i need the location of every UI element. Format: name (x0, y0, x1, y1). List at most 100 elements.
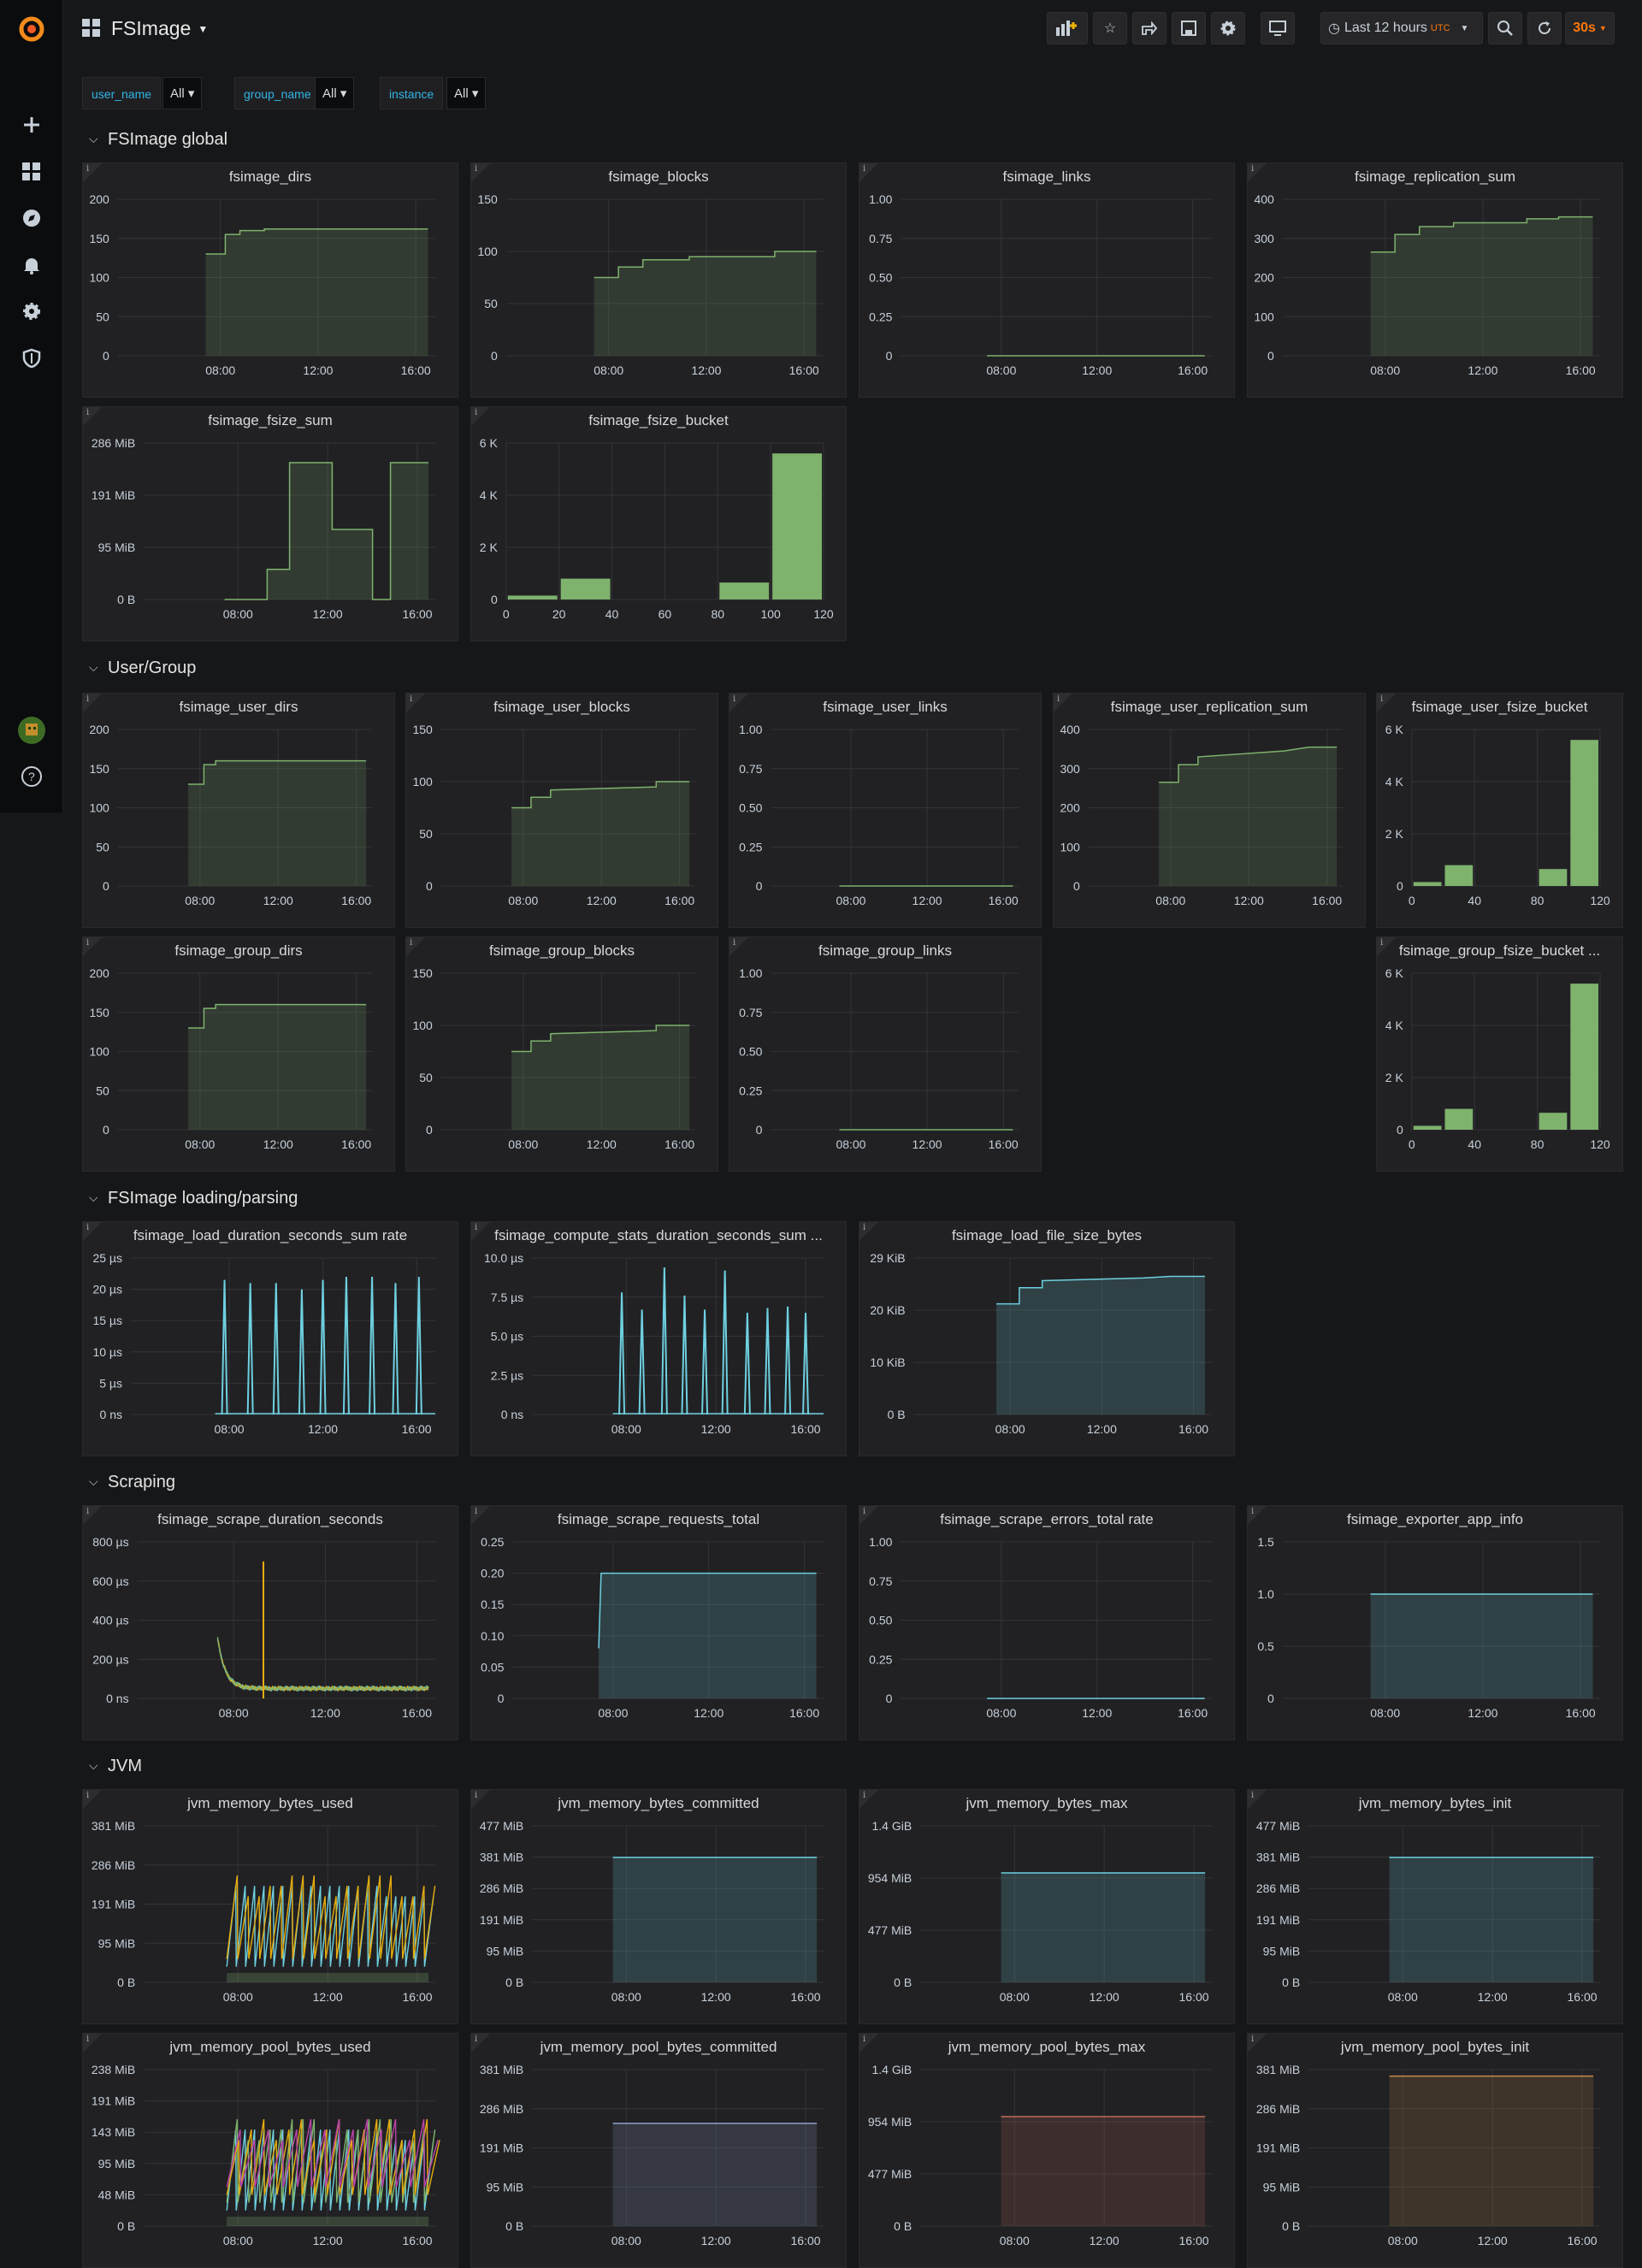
panel-title[interactable]: fsimage_user_fsize_bucket (1411, 699, 1588, 715)
panel-jvm-memory-pool-bytes-committed[interactable]: i jvm_memory_pool_bytes_committed 0 B 95 Mi… (470, 2033, 847, 2268)
info-icon[interactable]: i (86, 1507, 90, 1516)
panel-title[interactable]: fsimage_user_dirs (179, 699, 298, 715)
gear-icon[interactable] (16, 296, 47, 327)
panel-fsimage-scrape-errors-totalrate[interactable]: i fsimage_scrape_errors_total rate 0 0.25 0.… (859, 1505, 1235, 1740)
panel-title[interactable]: jvm_memory_bytes_max (966, 1795, 1128, 1811)
panel-title[interactable]: fsimage_user_replication_sum (1110, 699, 1308, 715)
variable-select-user_name[interactable]: All ▾ (162, 77, 203, 109)
info-icon[interactable]: i (86, 694, 90, 704)
info-icon[interactable]: i (1380, 938, 1384, 948)
info-icon[interactable]: i (86, 1791, 90, 1800)
panel-fsimage-group-links[interactable]: i fsimage_group_links 0 0.25 0.50 0.75 1.00 08:… (729, 936, 1042, 1172)
info-icon[interactable]: i (1251, 1791, 1255, 1800)
panel-info-corner[interactable] (471, 1222, 490, 1241)
panel-fsimage-user-dirs[interactable]: i fsimage_user_dirs 0 50 100 150 200 08:00 12:00… (82, 693, 395, 928)
row-title[interactable]: FSImage loading/parsing (108, 1189, 298, 1208)
info-icon[interactable]: i (475, 1507, 478, 1516)
info-icon[interactable]: i (86, 164, 90, 174)
panel-title[interactable]: fsimage_scrape_duration_seconds (157, 1511, 383, 1527)
panel-info-corner[interactable] (729, 694, 748, 712)
panel-title[interactable]: fsimage_user_blocks (493, 699, 630, 715)
panel-info-corner[interactable] (83, 2034, 102, 2052)
bell-icon[interactable] (16, 250, 47, 281)
panel-title[interactable]: jvm_memory_pool_bytes_init (1340, 2039, 1530, 2055)
panel-info-corner[interactable] (1248, 1506, 1267, 1525)
panel-info-corner[interactable] (83, 1790, 102, 1809)
panel-fsimage-load-file-size-bytes[interactable]: i fsimage_load_file_size_bytes 0 B 10 KiB 20… (859, 1221, 1235, 1456)
panel-fsimage-user-replication-sum[interactable]: i fsimage_user_replication_sum 0 100 200 300 4… (1053, 693, 1366, 928)
panel-title[interactable]: fsimage_blocks (608, 168, 709, 185)
panel-title[interactable]: fsimage_load_duration_seconds_sum rate (133, 1227, 408, 1243)
panel-info-corner[interactable] (471, 1790, 490, 1809)
panel-info-corner[interactable] (1248, 2034, 1267, 2052)
panel-title[interactable]: fsimage_fsize_sum (208, 412, 333, 428)
info-icon[interactable]: i (410, 938, 413, 948)
info-icon[interactable]: i (863, 2035, 866, 2044)
panel-fsimage-group-fsize-bucket[interactable]: i fsimage_group_fsize_bucket ... 0 2 K 4 K 6 … (1376, 936, 1623, 1172)
info-icon[interactable]: i (863, 1791, 866, 1800)
info-icon[interactable]: i (86, 408, 90, 417)
info-icon[interactable]: i (475, 2035, 478, 2044)
info-icon[interactable]: i (733, 938, 736, 948)
panel-fsimage-user-fsize-bucket[interactable]: i fsimage_user_fsize_bucket 0 2 K 4 K 6 K 0 40 8… (1376, 693, 1623, 928)
row-title[interactable]: JVM (108, 1757, 142, 1775)
info-icon[interactable]: i (733, 694, 736, 704)
tv-mode-icon[interactable] (1261, 12, 1295, 44)
panel-title[interactable]: jvm_memory_bytes_used (187, 1795, 353, 1811)
panel-info-corner[interactable] (471, 2034, 490, 2052)
panel-info-corner[interactable] (859, 1790, 878, 1809)
row-collapse-chevron-icon[interactable]: ⌵ (89, 132, 98, 145)
panel-title[interactable]: jvm_memory_pool_bytes_max (948, 2039, 1146, 2055)
shield-icon[interactable] (16, 343, 47, 374)
grafana-logo-icon[interactable] (16, 14, 47, 44)
explore-icon[interactable] (16, 203, 47, 233)
time-picker-button[interactable]: ◷ Last 12 hours UTC ▼ (1320, 12, 1483, 44)
row-collapse-chevron-icon[interactable]: ⌵ (89, 660, 98, 674)
panel-title[interactable]: fsimage_scrape_errors_total rate (940, 1511, 1154, 1527)
panel-fsimage-exporter-app-info[interactable]: i fsimage_exporter_app_info 0 0.5 1.0 1.5 08:0… (1247, 1505, 1623, 1740)
variable-select-group_name[interactable]: All ▾ (315, 77, 355, 109)
row-collapse-chevron-icon[interactable]: ⌵ (89, 1758, 98, 1772)
plus-icon[interactable] (16, 109, 47, 140)
info-icon[interactable]: i (1251, 1507, 1255, 1516)
info-icon[interactable]: i (410, 694, 413, 704)
row-title[interactable]: Scraping (108, 1473, 175, 1491)
star-icon[interactable]: ☆ (1093, 12, 1127, 44)
panel-jvm-memory-pool-bytes-init[interactable]: i jvm_memory_pool_bytes_init 0 B 95 MiB 191 … (1247, 2033, 1623, 2268)
panel-fsimage-user-links[interactable]: i fsimage_user_links 0 0.25 0.50 0.75 1.00 08:0… (729, 693, 1042, 928)
row-collapse-chevron-icon[interactable]: ⌵ (89, 1190, 98, 1204)
panel-title[interactable]: fsimage_group_blocks (488, 942, 635, 959)
panel-info-corner[interactable] (83, 1506, 102, 1525)
info-icon[interactable]: i (86, 2035, 90, 2044)
panel-fsimage-fsize-sum[interactable]: i fsimage_fsize_sum 0 B 95 MiB 191 MiB 286 Mi… (82, 406, 458, 641)
panel-info-corner[interactable] (471, 407, 490, 426)
row-title[interactable]: User/Group (108, 659, 197, 677)
panel-title[interactable]: fsimage_exporter_app_info (1346, 1511, 1524, 1527)
panel-fsimage-scrape-duration-seconds[interactable]: i fsimage_scrape_duration_seconds 0 ns 200 … (82, 1505, 458, 1740)
panel-info-corner[interactable] (859, 2034, 878, 2052)
panel-jvm-memory-bytes-committed[interactable]: i jvm_memory_bytes_committed 0 B 95 MiB 191 … (470, 1789, 847, 2024)
panel-info-corner[interactable] (1377, 694, 1396, 712)
info-icon[interactable]: i (863, 1507, 866, 1516)
panel-fsimage-fsize-bucket[interactable]: i fsimage_fsize_bucket 0 2 K 4 K 6 K 0 20 40 60 80… (470, 406, 847, 641)
panel-info-corner[interactable] (83, 407, 102, 426)
row-collapse-chevron-icon[interactable]: ⌵ (89, 1474, 98, 1488)
panel-title[interactable]: fsimage_dirs (228, 168, 312, 185)
panel-info-corner[interactable] (83, 694, 102, 712)
panel-info-corner[interactable] (83, 163, 102, 182)
panel-info-corner[interactable] (1054, 694, 1072, 712)
panel-jvm-memory-bytes-init[interactable]: i jvm_memory_bytes_init 0 B 95 MiB 191 MiB 28… (1247, 1789, 1623, 2024)
panel-info-corner[interactable] (471, 163, 490, 182)
panel-title[interactable]: fsimage_load_file_size_bytes (951, 1227, 1143, 1243)
panel-title[interactable]: fsimage_scrape_requests_total (557, 1511, 760, 1527)
panel-fsimage-compute-stats-duration-seconds-sum[interactable]: i fsimage_compute_stats_duration_seconds_… (470, 1221, 847, 1456)
panel-fsimage-group-blocks[interactable]: i fsimage_group_blocks 0 50 100 150 08:00 12:00… (405, 936, 718, 1172)
panel-fsimage-load-duration-seconds-sumrate[interactable]: i fsimage_load_duration_seconds_sum rate 0… (82, 1221, 458, 1456)
panel-info-corner[interactable] (471, 1506, 490, 1525)
panel-jvm-memory-bytes-max[interactable]: i jvm_memory_bytes_max 0 B 477 MiB 954 MiB 1.… (859, 1789, 1235, 2024)
panel-jvm-memory-pool-bytes-max[interactable]: i jvm_memory_pool_bytes_max 0 B 477 MiB 954 … (859, 2033, 1235, 2268)
info-icon[interactable]: i (475, 1223, 478, 1232)
info-icon[interactable]: i (475, 1791, 478, 1800)
panel-fsimage-scrape-requests-total[interactable]: i fsimage_scrape_requests_total 0 0.05 0.10 0… (470, 1505, 847, 1740)
info-icon[interactable]: i (863, 164, 866, 174)
